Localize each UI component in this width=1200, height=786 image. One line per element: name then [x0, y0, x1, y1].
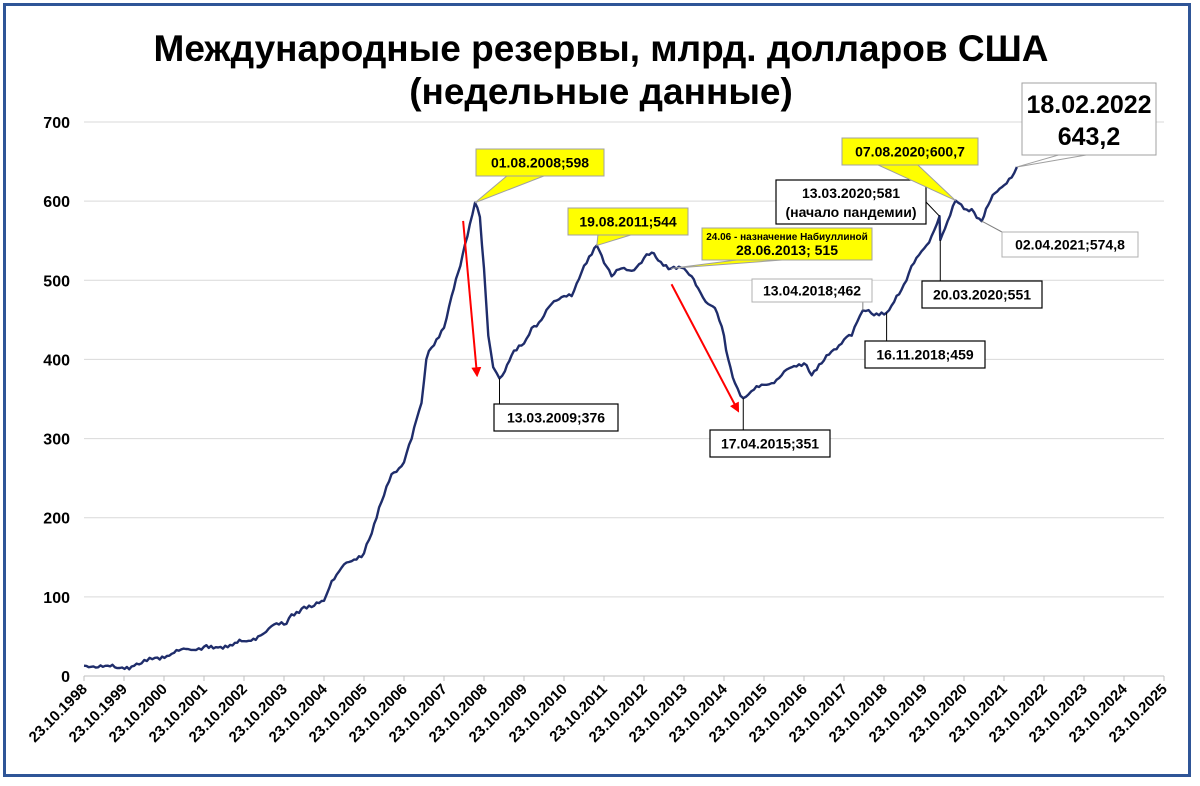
annotation: 19.08.2011;544 — [567, 207, 689, 247]
annotation: 20.03.2020;551 — [921, 239, 1043, 309]
annotation-text: 13.04.2018;462 — [763, 283, 861, 299]
trend-arrow — [462, 220, 482, 378]
chart-title-line-2: (недельные данные) — [409, 71, 793, 112]
series — [83, 166, 1018, 671]
y-tick-label: 500 — [43, 273, 70, 290]
annotation: 17.04.2015;351 — [709, 398, 831, 458]
y-tick-label: 600 — [43, 194, 70, 211]
callout-pointer — [1016, 153, 1093, 168]
series-line — [83, 166, 1018, 671]
grid — [84, 121, 1164, 677]
callout-pointer — [596, 233, 635, 247]
x-axis: 23.10.199823.10.199923.10.200023.10.2001… — [26, 675, 1171, 746]
y-tick-label: 700 — [43, 115, 70, 132]
annotation: 07.08.2020;600,7 — [841, 137, 979, 202]
y-tick-label: 400 — [43, 352, 70, 369]
callout-line — [981, 220, 1003, 233]
callout-box — [1001, 231, 1139, 258]
callout-box — [775, 179, 927, 225]
annotation-text: 16.11.2018;459 — [876, 347, 974, 363]
callout-box — [709, 429, 831, 458]
annotations: 01.08.2008;598 13.03.2009;376 19.08.2011;5… — [474, 82, 1157, 458]
annotation-text: 20.03.2020;551 — [933, 287, 1031, 303]
callout-pointer — [474, 174, 547, 204]
callout-box — [864, 340, 986, 369]
callout-box — [841, 137, 979, 166]
annotation-text: 17.04.2015;351 — [721, 436, 819, 452]
callout-box — [567, 207, 689, 236]
annotation: 13.04.2018;462 — [751, 278, 873, 311]
annotation: 13.03.2020;581 (начало пандемии) — [775, 179, 940, 225]
annotation-text: 18.02.2022 — [1026, 91, 1151, 119]
callout-box — [475, 148, 605, 177]
callout-box — [1021, 82, 1157, 156]
y-tick-label: 0 — [61, 669, 70, 686]
annotation-text: 07.08.2020;600,7 — [855, 144, 965, 160]
annotation-text: 643,2 — [1058, 123, 1121, 151]
y-axis: 0 100 200 300 400 500 600 700 — [43, 115, 70, 686]
callout-box — [493, 403, 619, 432]
annotation-text: (начало пандемии) — [785, 204, 916, 220]
chart-title-line-1: Международные резервы, млрд. долларов СШ… — [154, 28, 1049, 69]
annotation: 13.03.2009;376 — [493, 378, 619, 432]
callout-line — [925, 201, 940, 217]
annotation-text: 19.08.2011;544 — [579, 214, 677, 230]
chart-frame: Международные резервы, млрд. долларов СШ… — [3, 3, 1191, 777]
annotation: 18.02.2022 643,2 — [1016, 82, 1157, 168]
annotation-text: 02.04.2021;574,8 — [1015, 237, 1125, 253]
annotation: 01.08.2008;598 — [474, 148, 605, 204]
annotation: 16.11.2018;459 — [864, 312, 986, 369]
trend-arrows — [462, 220, 740, 413]
trend-arrow — [670, 283, 740, 413]
annotation-text: 13.03.2020;581 — [802, 185, 900, 201]
callout-box — [701, 227, 873, 261]
line-chart: Международные резервы, млрд. долларов СШ… — [26, 28, 1171, 746]
y-tick-label: 200 — [43, 511, 70, 528]
annotation-text: 01.08.2008;598 — [491, 155, 589, 171]
callout-box — [751, 278, 873, 303]
annotation-text: 13.03.2009;376 — [507, 410, 605, 426]
annotation-text: 24.06 - назначение Набиуллиной — [706, 231, 868, 243]
annotation: 02.04.2021;574,8 — [981, 220, 1139, 258]
annotation: 24.06 - назначение Набиуллиной28.06.2013… — [671, 227, 873, 269]
y-tick-label: 100 — [43, 590, 70, 607]
callout-box — [921, 280, 1043, 309]
y-tick-label: 300 — [43, 432, 70, 449]
annotation-text: 28.06.2013; 515 — [736, 242, 838, 258]
